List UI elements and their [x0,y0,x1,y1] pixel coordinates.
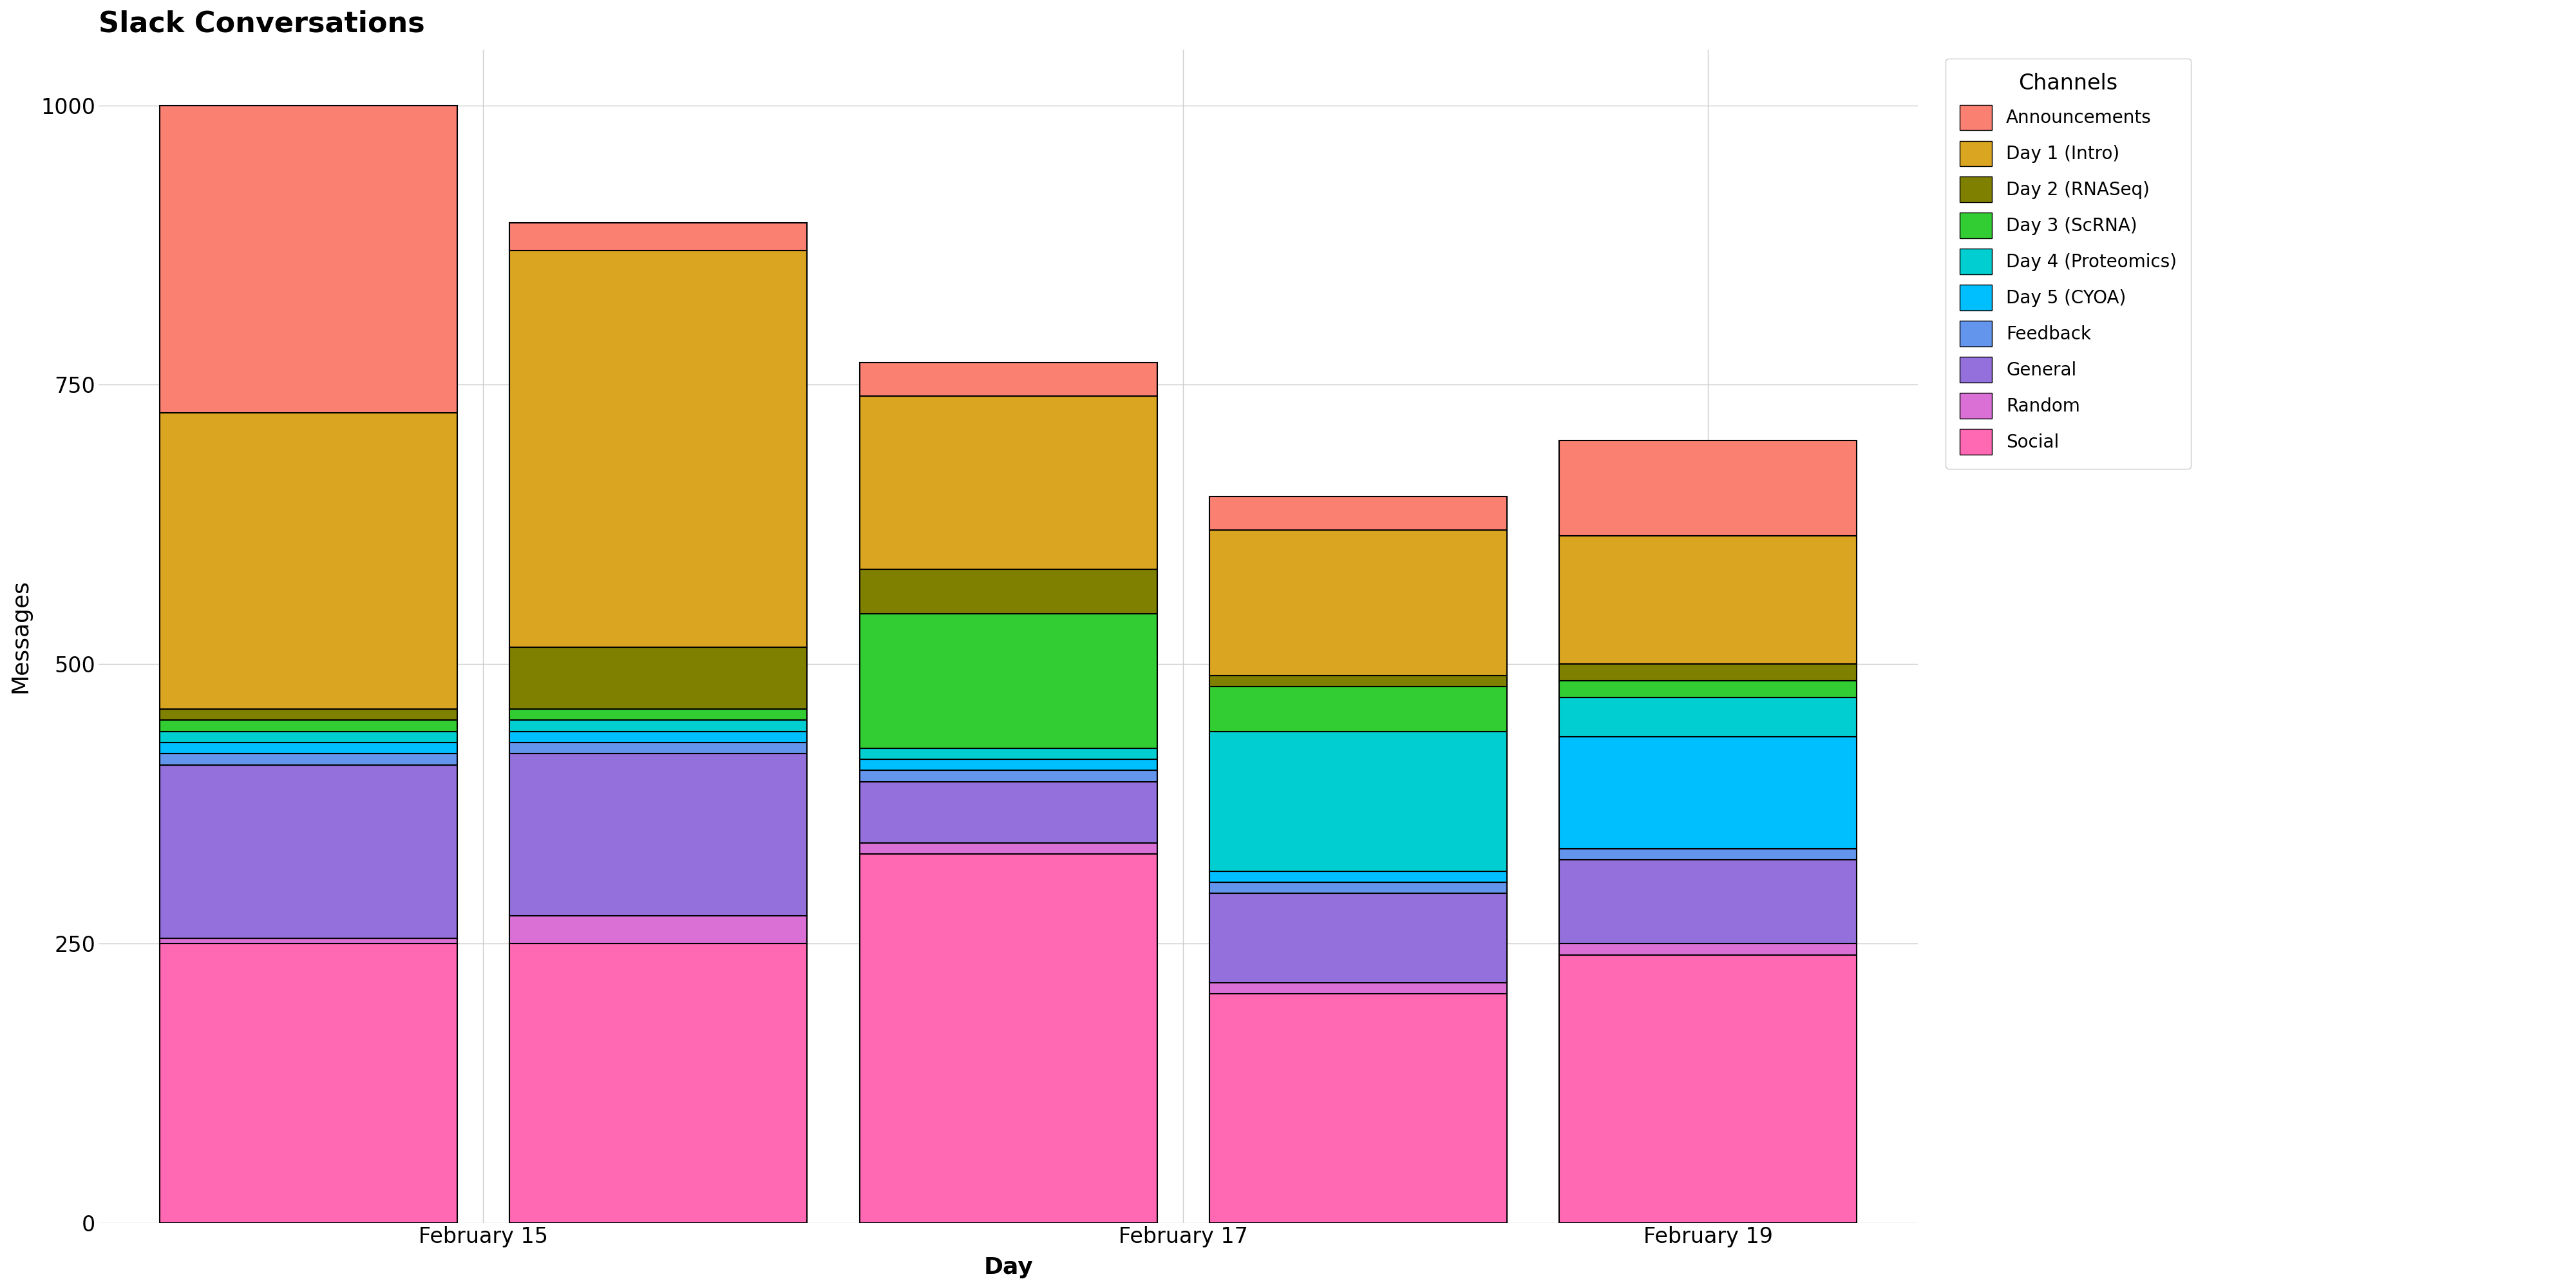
Bar [160,753,456,765]
Bar [1558,849,1857,860]
Bar [1558,698,1857,737]
Bar [1211,675,1507,687]
Y-axis label: Messages: Messages [10,580,31,693]
Bar [510,753,806,916]
Bar [510,720,806,732]
Bar [1211,894,1507,983]
Bar [1558,665,1857,681]
Bar [860,569,1157,614]
Bar [510,742,806,753]
Bar [1211,994,1507,1224]
Legend: Announcements, Day 1 (Intro), Day 2 (RNASeq), Day 3 (ScRNA), Day 4 (Proteomics),: Announcements, Day 1 (Intro), Day 2 (RNA… [1945,58,2192,469]
Bar [1558,681,1857,698]
Bar [860,854,1157,1224]
Bar [1211,882,1507,894]
Bar [1558,536,1857,665]
Bar [1211,497,1507,531]
Bar [1558,944,1857,954]
Bar [160,106,456,412]
Bar [160,742,456,753]
Bar [860,748,1157,759]
Bar [860,844,1157,854]
Bar [860,759,1157,770]
Bar [510,251,806,648]
Bar [1211,871,1507,882]
Bar [510,732,806,742]
Bar [510,708,806,720]
Bar [1558,954,1857,1224]
Text: Slack Conversations: Slack Conversations [98,10,425,37]
Bar [160,720,456,732]
Bar [860,770,1157,782]
Bar [510,648,806,708]
Bar [510,916,806,944]
Bar [160,944,456,1224]
Bar [510,223,806,251]
Bar [860,395,1157,569]
Bar [160,938,456,944]
Bar [1211,732,1507,871]
Bar [160,708,456,720]
Bar [1211,983,1507,994]
Bar [1558,440,1857,536]
Bar [1211,531,1507,675]
Bar [160,732,456,742]
Bar [510,944,806,1224]
X-axis label: Day: Day [984,1257,1033,1278]
Bar [1211,687,1507,732]
Bar [160,765,456,938]
Bar [160,412,456,708]
Bar [1558,737,1857,849]
Bar [1558,860,1857,944]
Bar [860,782,1157,844]
Bar [860,614,1157,748]
Bar [860,362,1157,395]
